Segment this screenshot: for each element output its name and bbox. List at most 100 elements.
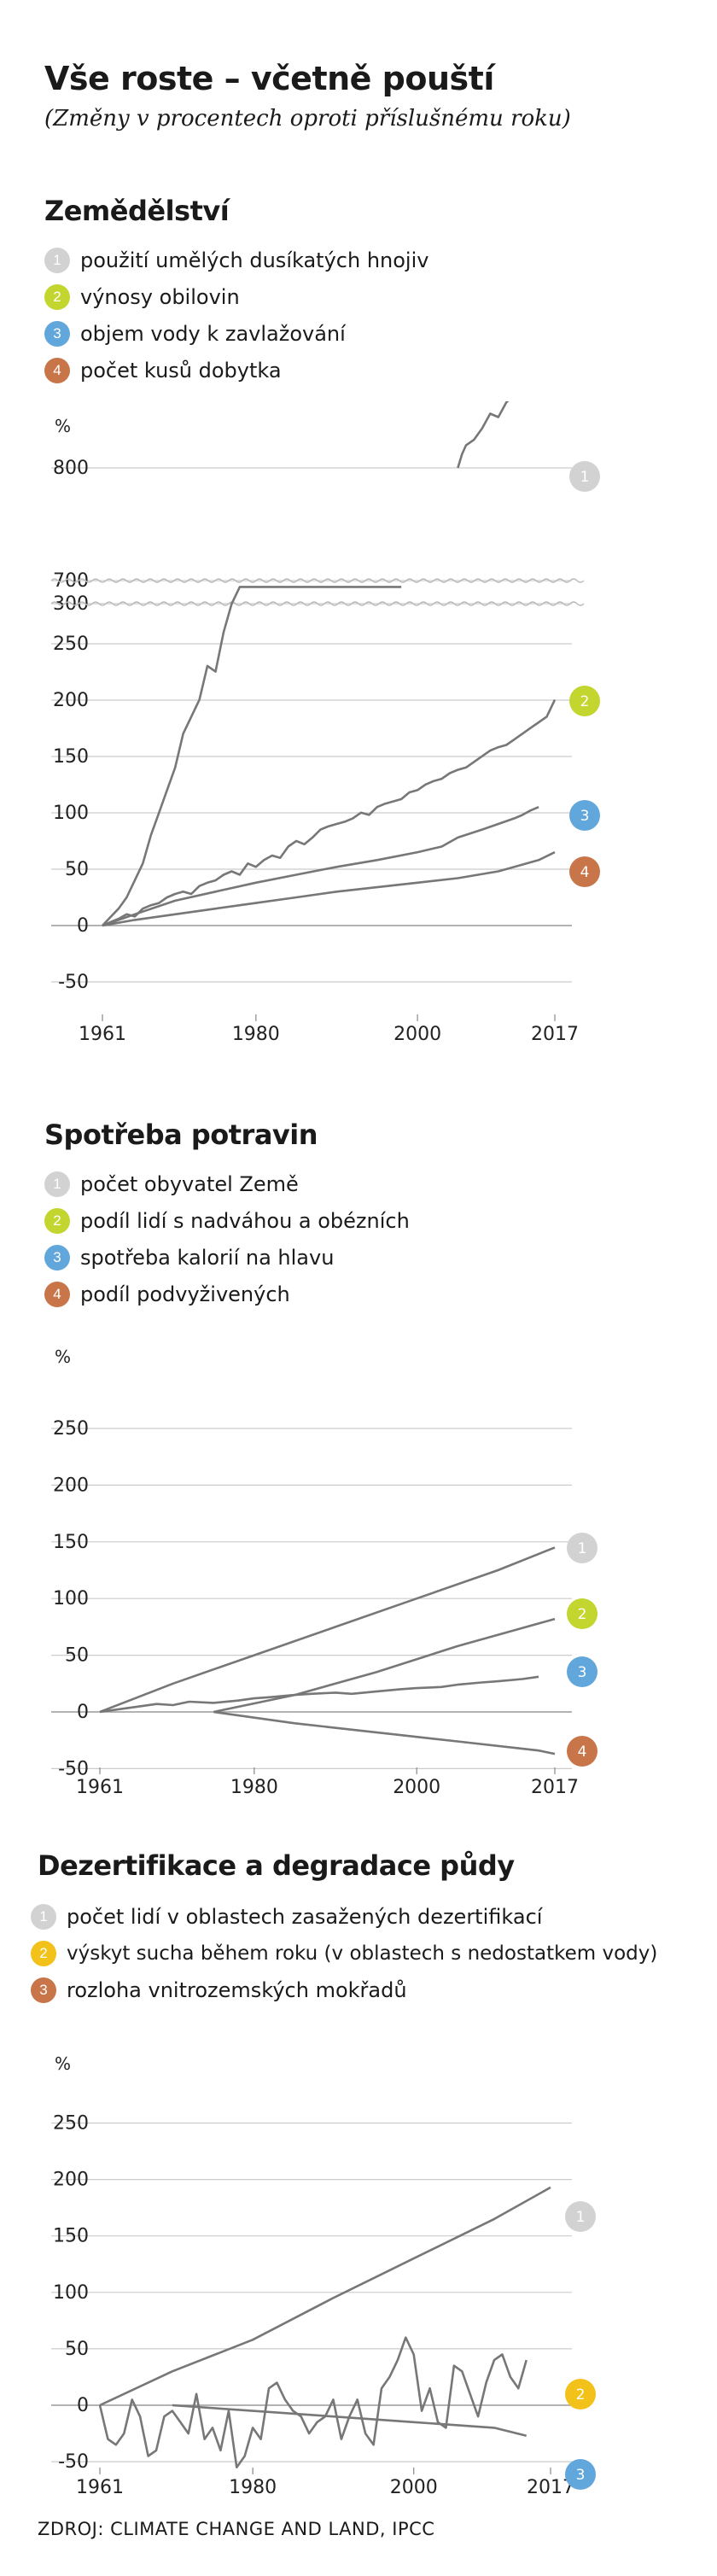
x-tick-label: 1980 — [230, 1777, 278, 1798]
series-end-badge — [569, 800, 600, 831]
legend-badge: 2 — [44, 1208, 70, 1234]
legend-badge: 1 — [44, 248, 70, 273]
series-line — [99, 2186, 551, 2407]
y-tick-label: 50 — [65, 859, 89, 880]
legend-item: 1 počet obyvatel Země — [44, 1171, 299, 1197]
x-tick-label: 1980 — [229, 2477, 277, 2498]
legend-badge: 4 — [44, 1282, 70, 1307]
x-tick-label: 1961 — [76, 2477, 124, 2498]
series-end-badge — [569, 461, 600, 492]
legend-item: 3 spotřeba kalorií na hlavu — [44, 1245, 334, 1270]
x-tick-label: 2000 — [393, 1777, 440, 1798]
y-tick-label: 100 — [53, 1588, 89, 1609]
series-end-badge-label: 2 — [578, 1606, 587, 1623]
legend-badge: 4 — [44, 358, 70, 383]
legend-item: 2 výnosy obilovin — [44, 284, 240, 310]
y-tick-label: 0 — [77, 2395, 89, 2416]
series-end-badge-label: 3 — [576, 2467, 586, 2484]
y-tick-label: 100 — [53, 2282, 89, 2304]
series-end-badge — [567, 1598, 598, 1629]
y-axis-unit-label: % — [55, 2053, 71, 2074]
series-line — [99, 1546, 556, 1714]
y-tick-label: 100 — [53, 803, 89, 824]
series-line — [457, 401, 510, 469]
y-tick-label: 200 — [53, 1475, 89, 1496]
page-title: Vše roste – včetně pouští — [44, 60, 494, 97]
legend-label: podíl lidí s nadváhou a obézních — [80, 1209, 410, 1233]
legend-badge: 3 — [44, 1245, 70, 1270]
y-tick-label: 0 — [77, 915, 89, 937]
series-line — [172, 2404, 528, 2437]
series-end-badge-label: 2 — [580, 693, 590, 710]
legend-item: 2 výskyt sucha během roku (v oblastech s… — [31, 1941, 657, 1966]
y-tick-label: 200 — [53, 2170, 89, 2191]
legend-badge: 2 — [44, 284, 70, 310]
legend-label: podíl podvyživených — [80, 1282, 290, 1306]
page-subtitle: (Změny v procentech oproti příslušnému r… — [44, 106, 571, 131]
x-tick-label: 2000 — [393, 1024, 441, 1045]
section-title: Dezertifikace a degradace půdy — [38, 1849, 515, 1882]
series-line — [98, 2336, 528, 2469]
section-title: Spotřeba potravin — [44, 1119, 318, 1151]
series-end-badge — [565, 2379, 596, 2410]
y-axis-unit-label: % — [55, 1346, 71, 1367]
legend-badge: 3 — [44, 321, 70, 347]
y-tick-label: 150 — [53, 2226, 89, 2247]
legend-item: 1 použití umělých dusíkatých hnojiv — [44, 248, 428, 273]
legend-label: počet obyvatel Země — [80, 1172, 299, 1196]
x-tick-label: 1961 — [79, 1024, 126, 1045]
series-line — [102, 699, 557, 927]
y-tick-label: 50 — [65, 2339, 89, 2360]
series-end-badge — [565, 2201, 596, 2232]
series-end-badge-label: 1 — [578, 1540, 587, 1557]
y-tick-label: -50 — [58, 1758, 89, 1779]
y-axis-unit-label: % — [55, 416, 71, 436]
y-tick-label: 150 — [53, 1532, 89, 1553]
series-end-badge-label: 4 — [578, 1744, 587, 1761]
series-line — [102, 850, 556, 927]
series-end-badge — [567, 1736, 598, 1767]
series-line — [102, 806, 539, 927]
series-end-badge — [567, 1656, 598, 1687]
legend-badge: 1 — [31, 1904, 56, 1930]
series-end-badge-label: 4 — [580, 864, 590, 881]
legend-item: 4 podíl podvyživených — [44, 1282, 290, 1307]
series-end-badge — [569, 686, 600, 716]
series-end-badge-label: 1 — [580, 469, 590, 486]
x-tick-label: 2017 — [531, 1777, 579, 1798]
x-tick-label: 2000 — [390, 2477, 438, 2498]
y-tick-label: -50 — [58, 2451, 89, 2473]
x-tick-label: 1980 — [232, 1024, 280, 1045]
legend-label: rozloha vnitrozemských mokřadů — [67, 1978, 407, 2002]
legend-item: 1 počet lidí v oblastech zasažených deze… — [31, 1904, 542, 1930]
legend-label: výskyt sucha během roku (v oblastech s n… — [67, 1942, 658, 1965]
series-line — [102, 586, 402, 926]
legend-item: 4 počet kusů dobytka — [44, 358, 282, 383]
series-end-badge-label: 3 — [580, 808, 590, 825]
legend-label: počet kusů dobytka — [80, 359, 282, 383]
axis-break-wave — [50, 578, 585, 583]
legend-label: výnosy obilovin — [80, 285, 240, 309]
y-tick-label: 250 — [53, 2113, 89, 2135]
series-line — [213, 1710, 556, 1755]
series-end-badge-label: 1 — [576, 2209, 586, 2226]
series-end-badge — [565, 2459, 596, 2490]
series-end-badge-label: 2 — [576, 2386, 586, 2404]
series-end-badge — [569, 856, 600, 887]
section-title: Zemědělství — [44, 195, 230, 227]
legend-label: spotřeba kalorií na hlavu — [80, 1246, 335, 1270]
legend-label: objem vody k zavlažování — [80, 322, 346, 346]
y-tick-label: 800 — [53, 458, 89, 479]
y-tick-label: 250 — [53, 1418, 89, 1440]
legend-badge: 3 — [31, 1977, 56, 2003]
axis-break-wave — [50, 601, 585, 606]
legend-badge: 1 — [44, 1171, 70, 1197]
source-note: ZDROJ: CLIMATE CHANGE AND LAND, IPCC — [38, 2519, 435, 2539]
legend-badge: 2 — [31, 1941, 56, 1966]
legend-item: 2 podíl lidí s nadváhou a obézních — [44, 1208, 410, 1234]
series-line — [99, 1675, 539, 1714]
y-tick-label: 250 — [53, 634, 89, 655]
